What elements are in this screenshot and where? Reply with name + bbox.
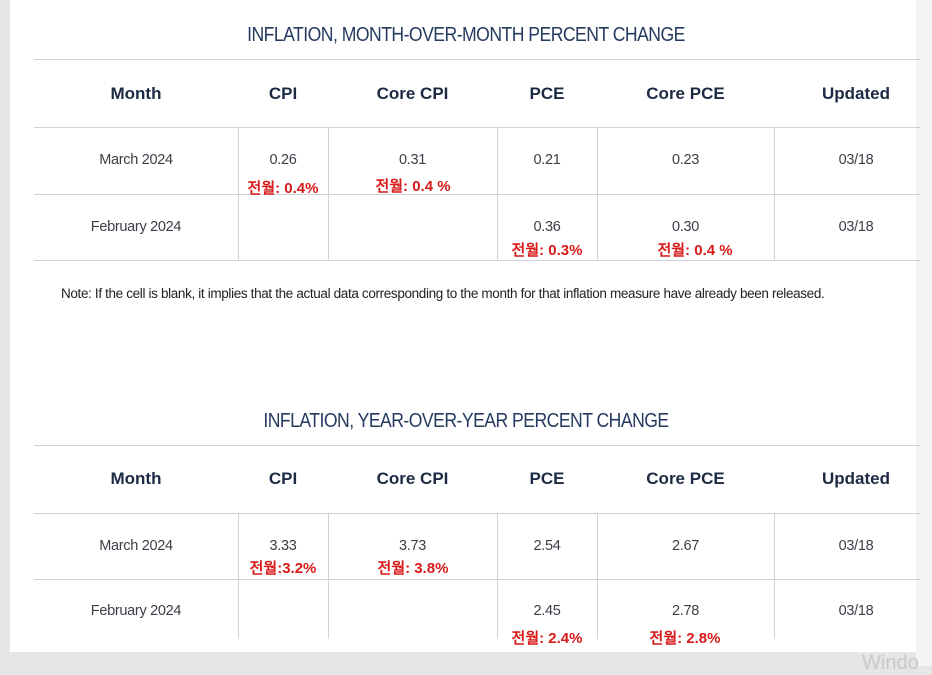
table1-header-pce: PCE — [529, 84, 565, 103]
table1-row2-pce-prev-annotation: 전월: 0.3% — [511, 242, 583, 259]
table2-row2-month: February 2024 — [90, 603, 182, 619]
table1-row1-core-pce: 0.23 — [671, 152, 700, 168]
table1-header-updated: Updated — [822, 84, 890, 103]
table2-header-updated: Updated — [822, 469, 890, 488]
table1-row2-pce: 0.36 — [533, 219, 561, 235]
table2-header-pce: PCE — [529, 469, 565, 488]
table2-col-divider — [328, 513, 329, 639]
table2-rule-header — [34, 513, 920, 514]
table1-row1-core-cpi: 0.31 — [398, 152, 427, 168]
table2-row1-updated: 03/18 — [838, 538, 874, 554]
table1-row2-core-pce: 0.30 — [671, 219, 700, 235]
table2-row1-cpi-prev-annotation: 전월:3.2% — [249, 560, 317, 577]
table1-col-divider — [597, 127, 598, 260]
window-edge — [916, 0, 932, 666]
table1-row1-cpi-prev-annotation: 전월: 0.4% — [247, 180, 319, 197]
table1-header-core-pce: Core PCE — [646, 84, 725, 103]
table2-row2-pce: 2.45 — [533, 603, 561, 619]
table2-rule-top — [34, 445, 920, 446]
table2-row1-core-cpi-prev-annotation: 전월: 3.8% — [377, 560, 449, 577]
table2-row1-core-pce: 2.67 — [671, 538, 700, 554]
table2-header-core-pce: Core PCE — [646, 469, 725, 488]
table2-header-cpi: CPI — [268, 469, 298, 488]
table1-rule-row2 — [34, 260, 920, 261]
table2-col-divider — [597, 513, 598, 639]
table2-row2-core-pce: 2.78 — [671, 603, 700, 619]
table1-header-core-cpi: Core CPI — [376, 84, 449, 103]
table2-row2-updated: 03/18 — [838, 603, 874, 619]
table1-row2-core-pce-prev-annotation: 전월: 0.4 % — [657, 242, 733, 259]
table2-row2-core-pce-prev-annotation: 전월: 2.8% — [649, 630, 721, 647]
table2-row1-pce: 2.54 — [533, 538, 561, 554]
table1-row1-pce: 0.21 — [533, 152, 561, 168]
table2-row1-core-cpi: 3.73 — [398, 538, 427, 554]
table2-col-divider — [238, 513, 239, 639]
table1-row2-updated: 03/18 — [838, 219, 874, 235]
table1-col-divider — [774, 127, 775, 260]
table2-title: INFLATION, YEAR-OVER-YEAR PERCENT CHANGE — [263, 410, 669, 432]
table1-row1-cpi: 0.26 — [269, 152, 297, 168]
table1-row2-month: February 2024 — [90, 219, 182, 235]
table1-row1-updated: 03/18 — [838, 152, 874, 168]
table2-row2-pce-prev-annotation: 전월: 2.4% — [511, 630, 583, 647]
table1-col-divider — [497, 127, 498, 260]
table1-col-divider — [328, 127, 329, 260]
table2-header-core-cpi: Core CPI — [376, 469, 449, 488]
table2-row1-cpi: 3.33 — [269, 538, 297, 554]
table2-row1-month: March 2024 — [99, 538, 173, 554]
table1-col-divider — [238, 127, 239, 260]
table1-row1-core-cpi-prev-annotation: 전월: 0.4 % — [375, 178, 451, 195]
table1-rule-top — [34, 59, 920, 60]
table1-title: INFLATION, MONTH-OVER-MONTH PERCENT CHAN… — [247, 24, 685, 46]
inflation-panel — [10, 0, 916, 652]
table2-col-divider — [774, 513, 775, 639]
table1-header-cpi: CPI — [268, 84, 298, 103]
table2-header-month: Month — [110, 469, 162, 488]
table1-row1-month: March 2024 — [99, 152, 173, 168]
table2-col-divider — [497, 513, 498, 639]
table1-rule-row1 — [34, 194, 920, 195]
activation-watermark: Windo — [862, 652, 919, 674]
table1-header-month: Month — [110, 84, 162, 103]
blank-cell-note: Note: If the cell is blank, it implies t… — [61, 286, 825, 301]
table1-rule-header — [34, 127, 920, 128]
table2-rule-row1 — [34, 579, 920, 580]
